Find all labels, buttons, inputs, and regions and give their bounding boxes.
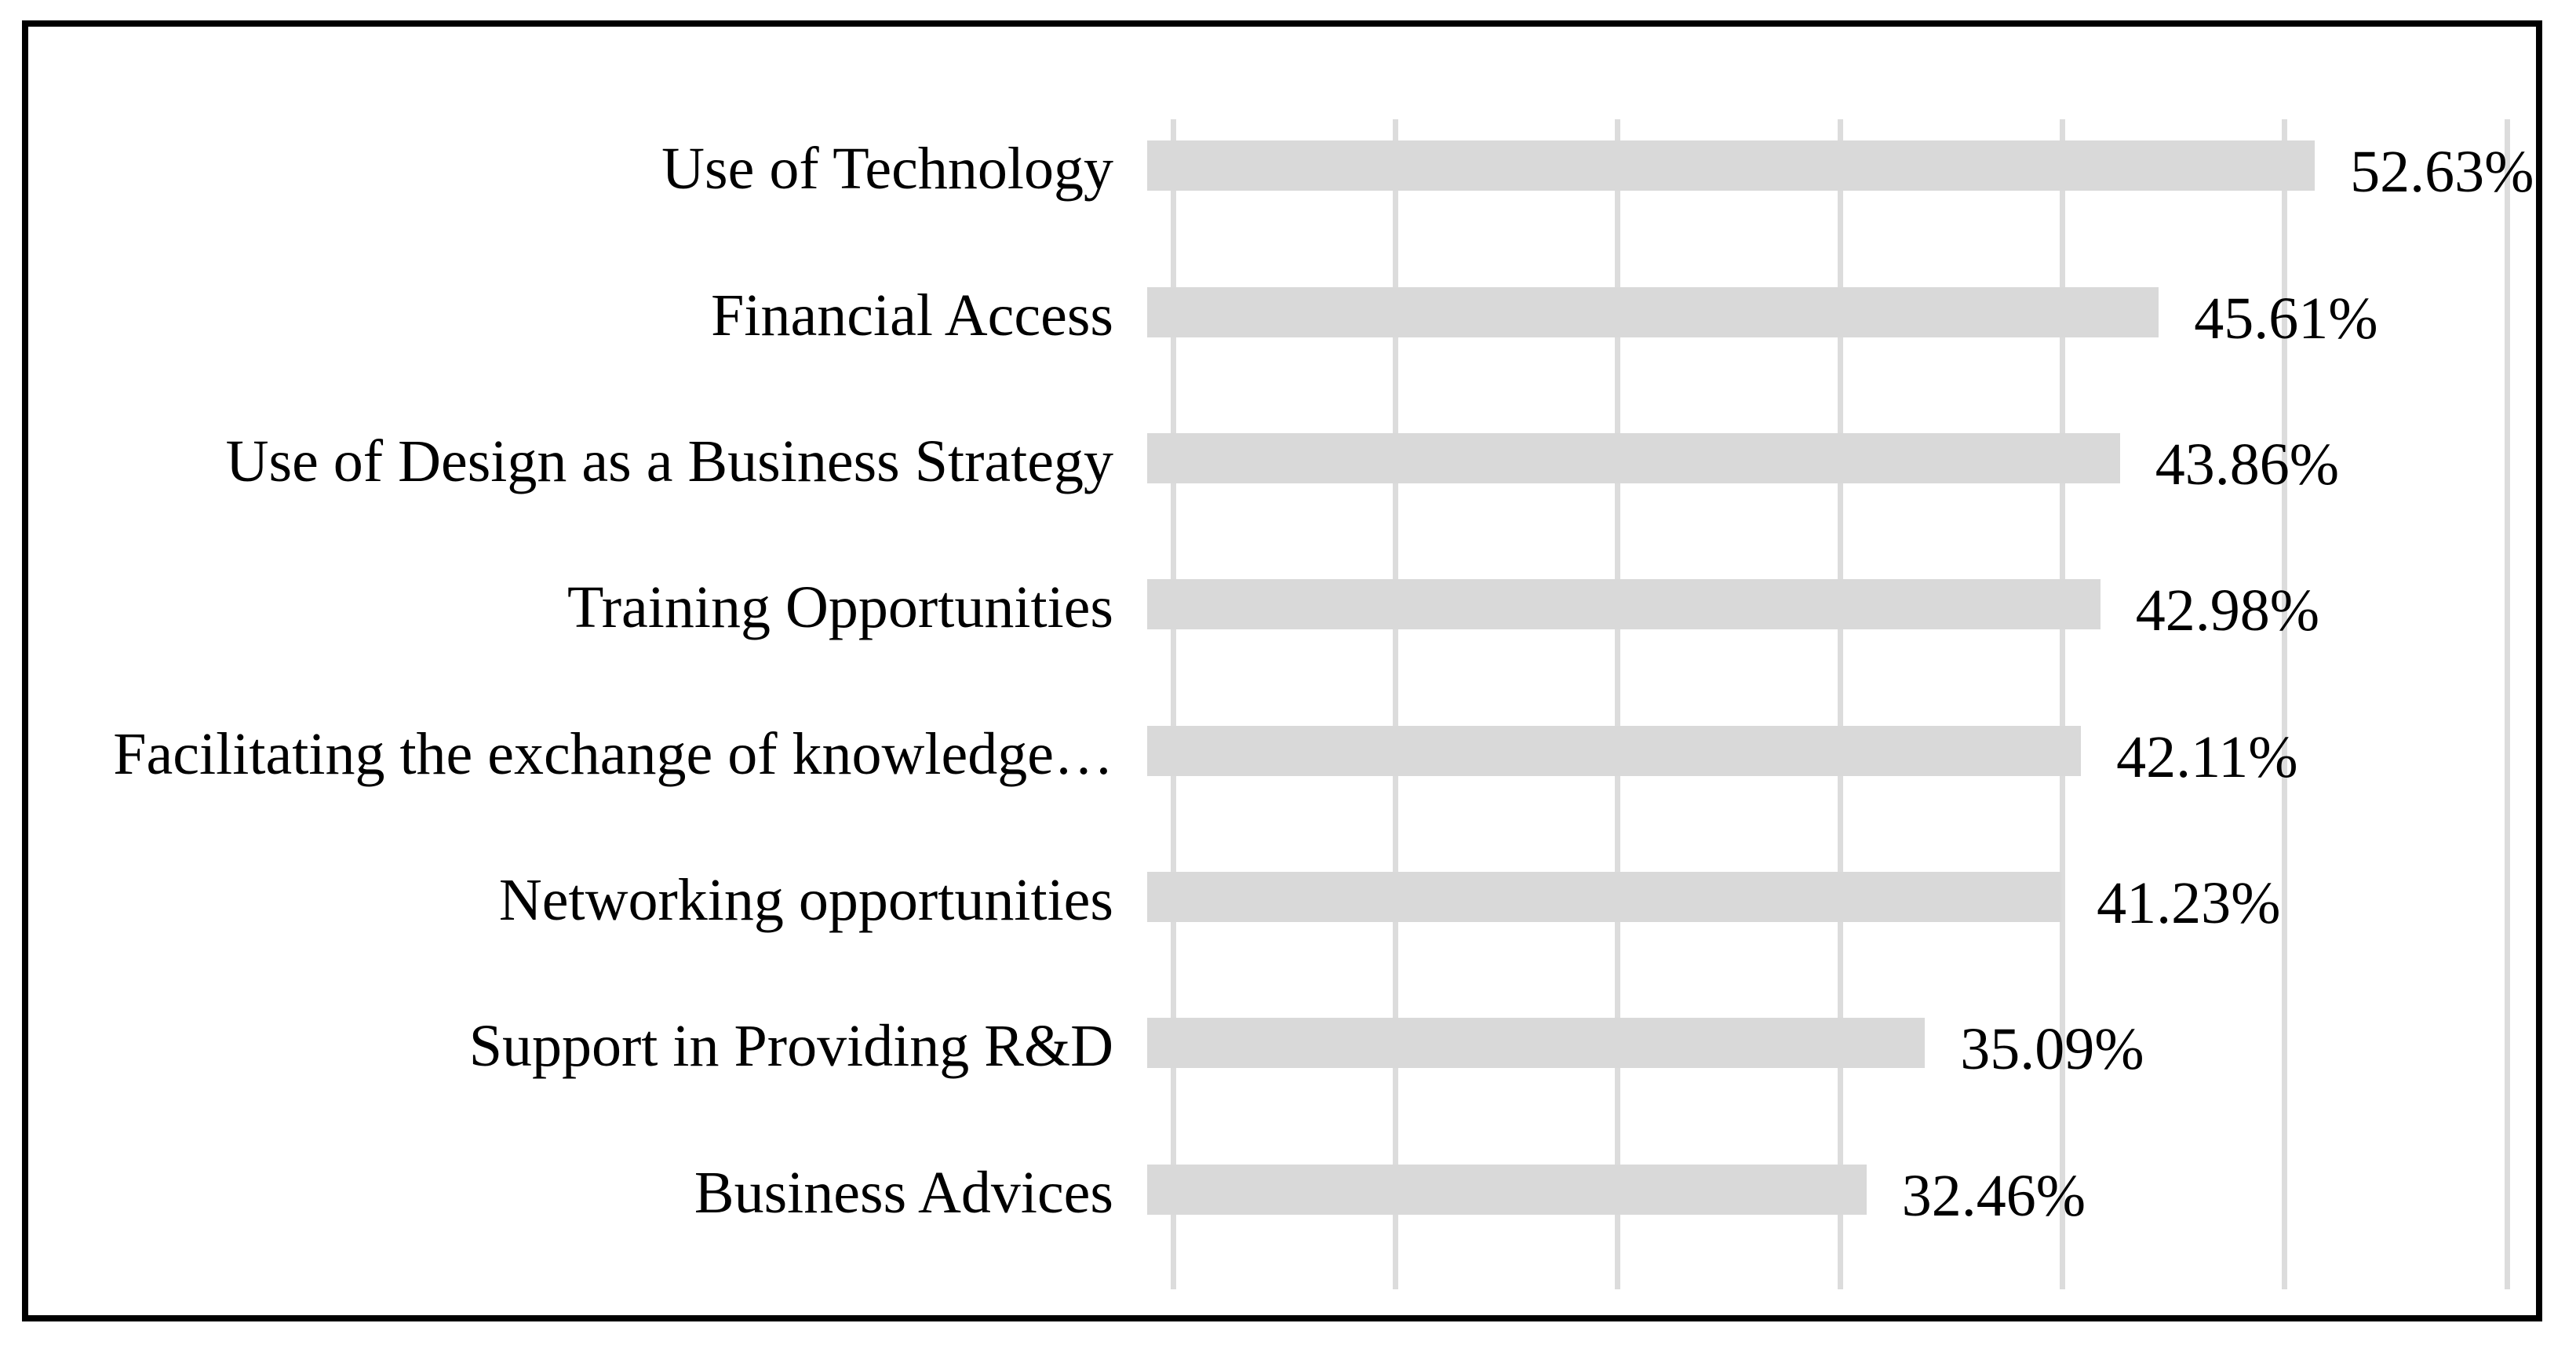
bar-1 (1147, 140, 2315, 191)
value-label-3: 43.86% (2155, 431, 2339, 498)
value-label-5: 42.11% (2116, 724, 2298, 790)
bar-2 (1147, 286, 2159, 337)
bar-6 (1147, 872, 2062, 923)
vertical-gridline-50 (2282, 119, 2288, 1289)
bar-7 (1147, 1018, 1926, 1069)
bar-5 (1147, 725, 2082, 776)
vertical-gridline-30 (1837, 119, 1843, 1289)
category-label-4: Training Opportunities (567, 574, 1113, 641)
category-label-1: Use of Technology (661, 136, 1113, 202)
vertical-gridline-60 (2504, 119, 2510, 1289)
value-label-6: 41.23% (2097, 870, 2281, 937)
bar-8 (1147, 1164, 1867, 1215)
category-label-6: Networking opportunities (498, 867, 1113, 934)
value-label-8: 32.46% (1901, 1162, 2086, 1229)
category-label-8: Business Advices (694, 1159, 1113, 1226)
vertical-gridline-20 (1615, 119, 1621, 1289)
vertical-gridline-10 (1392, 119, 1398, 1289)
bar-3 (1147, 432, 2120, 483)
chart-frame-border (22, 20, 2542, 1321)
category-label-5: Facilitating the exchange of knowledge… (113, 720, 1113, 787)
category-label-7: Support in Providing R&D (468, 1013, 1113, 1080)
value-label-4: 42.98% (2135, 578, 2320, 644)
vertical-gridline-0 (1170, 119, 1176, 1289)
plot-area (1170, 119, 2510, 1289)
category-label-2: Financial Access (711, 282, 1113, 348)
vertical-gridline-40 (2059, 119, 2065, 1289)
value-label-1: 52.63% (2350, 139, 2534, 206)
value-label-7: 35.09% (1960, 1016, 2144, 1083)
value-label-2: 45.61% (2194, 285, 2378, 352)
category-label-3: Use of Design as a Business Strategy (225, 428, 1113, 494)
bar-4 (1147, 579, 2101, 630)
